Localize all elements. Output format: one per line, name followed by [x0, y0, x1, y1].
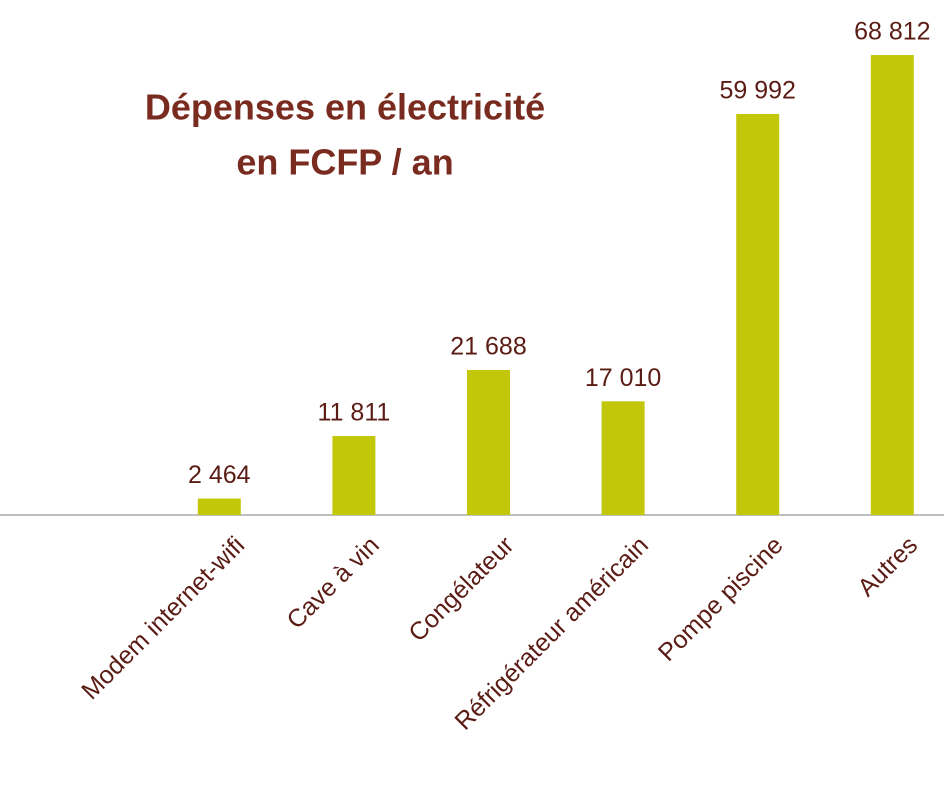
value-label: 68 812 [854, 18, 930, 46]
bar [870, 55, 914, 515]
x-tick-label: Congélateur [403, 531, 519, 647]
chart-title: en FCFP / an [236, 142, 453, 183]
bar [467, 370, 510, 515]
value-label: 21 688 [450, 333, 526, 361]
bar [332, 436, 376, 515]
value-label: 2 464 [188, 461, 251, 489]
x-tick-label: Modem internet-wifi [76, 531, 250, 705]
value-label: 59 992 [719, 77, 795, 105]
value-label: 11 811 [318, 399, 391, 427]
chart-title: Dépenses en électricité [145, 87, 545, 128]
bar [736, 113, 780, 516]
x-tick-label: Cave à vin [281, 531, 384, 634]
value-label: 17 010 [585, 364, 661, 392]
bar [601, 401, 645, 515]
x-tick-label: Autres [852, 531, 923, 602]
x-tick-label: Pompe piscine [653, 531, 789, 667]
bar [197, 498, 241, 515]
